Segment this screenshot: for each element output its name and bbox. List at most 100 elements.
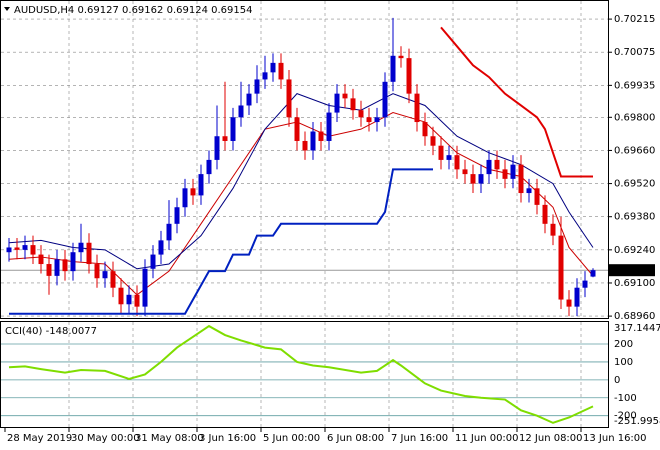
candle-body — [374, 117, 380, 123]
symbol: AUDUSD,H4 — [14, 5, 74, 16]
cci-tick-label: -200 — [614, 411, 637, 422]
candle-body — [294, 117, 300, 141]
cci-current: -148.0077 — [46, 326, 97, 337]
candle-body — [22, 245, 28, 250]
ohlc-open: 0.69127 — [77, 5, 118, 16]
candle-body — [438, 145, 444, 160]
candle-body — [574, 287, 580, 307]
candle-body — [142, 268, 148, 307]
candle-body — [222, 136, 228, 141]
y-tick-label: 0.69800 — [614, 112, 655, 123]
chart-title: AUDUSD,H4 0.69127 0.69162 0.69124 0.6915… — [14, 5, 252, 16]
candle-body — [190, 188, 196, 196]
candle-body — [326, 112, 332, 141]
candle-body — [446, 155, 452, 160]
y-tick-label: 0.69100 — [614, 278, 655, 289]
candle-body — [510, 164, 516, 179]
x-tick-label: 7 Jun 16:00 — [391, 433, 448, 444]
x-tick-label: 12 Jun 08:00 — [519, 433, 583, 444]
candle-body — [70, 252, 76, 272]
candle-body — [470, 174, 476, 184]
cci-limit-label: -251.9958 — [614, 416, 660, 427]
y-tick-label: 0.69520 — [614, 179, 655, 190]
candle-body — [334, 93, 340, 113]
candle-body — [254, 79, 260, 94]
y-tick-label: 0.69240 — [614, 245, 655, 256]
candle-body — [582, 280, 588, 288]
candle-body — [526, 188, 532, 194]
ohlc-low: 0.69124 — [167, 5, 208, 16]
candle-body — [214, 136, 220, 160]
candle-body — [62, 259, 68, 272]
current-price-box — [609, 264, 655, 277]
y-tick-label: 0.68960 — [614, 311, 655, 322]
candle-body — [318, 131, 324, 141]
moving-average — [8, 93, 594, 270]
candle-body — [550, 223, 556, 236]
stop-line — [440, 26, 593, 178]
candle-body — [166, 223, 172, 241]
candle-body — [302, 140, 308, 151]
candle-body — [230, 117, 236, 141]
cci-limit-label: 317.1447 — [614, 323, 660, 334]
candle-body — [566, 299, 572, 307]
candle-body — [262, 72, 268, 80]
y-tick-label: 0.70215 — [614, 14, 655, 25]
candle-body — [238, 105, 244, 118]
candle-body — [390, 55, 396, 82]
cci-label: CCI(40) -148.0077 — [5, 326, 97, 337]
stop-line — [9, 168, 433, 315]
candle-body — [38, 254, 44, 265]
cci-line — [8, 324, 594, 424]
candle-body — [134, 294, 140, 307]
cci-tick-label: -100 — [614, 393, 637, 404]
title-arrow — [4, 7, 10, 11]
y-tick-label: 0.69935 — [614, 80, 655, 91]
candle-body — [126, 294, 132, 305]
candle-body — [14, 247, 20, 250]
candle-body — [310, 131, 316, 151]
x-tick-label: 3 Jun 16:00 — [199, 433, 256, 444]
candle-body — [414, 93, 420, 123]
candle-body — [86, 242, 92, 265]
candle-body — [102, 271, 108, 279]
candle-body — [398, 55, 404, 59]
candle-body — [422, 122, 428, 137]
candle-body — [502, 169, 508, 179]
candle-body — [350, 98, 356, 111]
candle-body — [6, 247, 12, 253]
candle-body — [206, 159, 212, 175]
candle-body — [558, 235, 564, 300]
candle-body — [182, 188, 188, 208]
y-tick-label: 0.69380 — [614, 212, 655, 223]
candle-body — [542, 204, 548, 224]
candle-body — [30, 245, 36, 255]
x-tick-label: 5 Jun 00:00 — [263, 433, 320, 444]
cci-tick-label: 0 — [614, 375, 620, 386]
candle-body — [454, 155, 460, 170]
x-tick-label: 11 Jun 00:00 — [455, 433, 519, 444]
ohlc-high: 0.69162 — [122, 5, 163, 16]
candle-body — [94, 264, 100, 279]
x-tick-label: 6 Jun 08:00 — [327, 433, 384, 444]
cci-name: CCI(40) — [5, 326, 43, 337]
ohlc-close: 0.69154 — [211, 5, 252, 16]
cci-panel — [0, 321, 609, 428]
candle-body — [518, 164, 524, 194]
candle-body — [278, 62, 284, 80]
candle-body — [534, 188, 540, 205]
x-tick-label: 31 May 08:00 — [135, 433, 204, 444]
candle-body — [462, 169, 468, 175]
current-price-label: 0.69154 — [612, 265, 653, 276]
candle-body — [342, 93, 348, 99]
candle-body — [46, 264, 52, 276]
candle-body — [478, 174, 484, 184]
candle-body — [158, 240, 164, 255]
cci-tick-label: 200 — [614, 339, 633, 350]
x-tick-label: 30 May 00:00 — [71, 433, 140, 444]
candle-body — [358, 110, 364, 118]
candle-body — [246, 93, 252, 106]
y-tick-label: 0.69660 — [614, 145, 655, 156]
candle-body — [286, 79, 292, 118]
